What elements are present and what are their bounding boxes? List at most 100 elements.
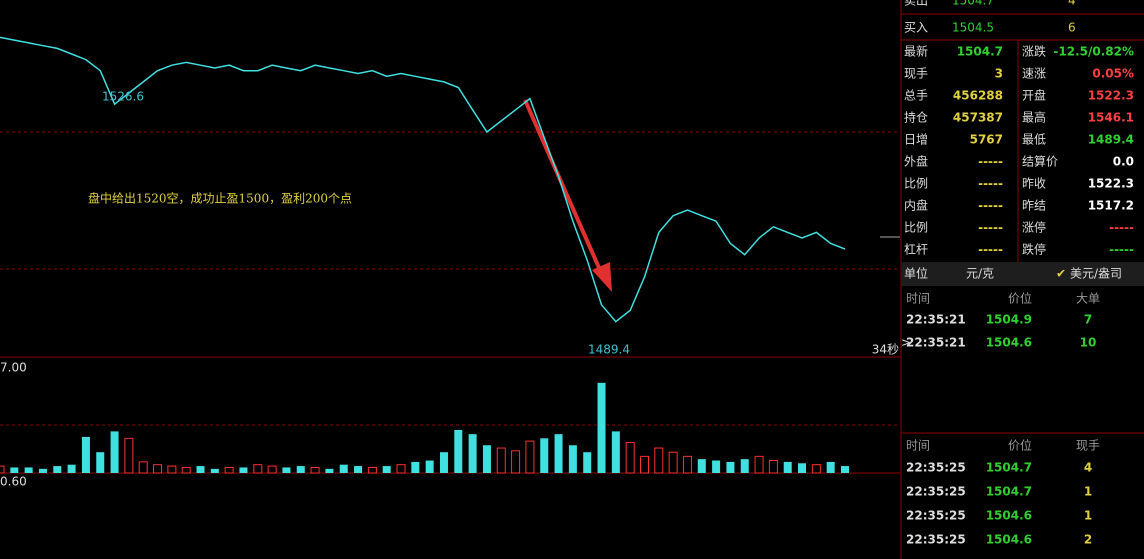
stat-value: 0.0 [1113,155,1134,169]
table-header: 现手 [1076,439,1100,453]
unit-option: 美元/盎司 [1070,267,1122,281]
quote-label: 卖出 [904,0,928,8]
table-cell: 22:35:21 [906,336,966,350]
volume-bar [798,463,807,473]
stat-value: 3 [995,67,1003,81]
volume-bar [253,464,263,474]
table-cell: 4 [1084,461,1092,475]
volume-bar [583,452,592,473]
stat-value: 456288 [953,89,1003,103]
volume-bar [239,467,248,473]
stat-label: 跌停 [1022,242,1046,257]
stat-value: -12.5/0.82% [1053,45,1134,59]
volume-bar [210,468,219,473]
volume-bar [654,447,664,474]
volume-bar [0,465,5,474]
table-cell: 22:35:25 [906,461,966,475]
table-header: 价位 [1008,291,1032,306]
volume-bar [439,452,448,473]
arrow-head [592,262,612,292]
stat-value: 5767 [970,133,1003,147]
volume-bar [568,445,577,473]
table-cell: 1504.9 [986,313,1032,327]
volume-bar [167,465,177,474]
table-header: 价位 [1008,438,1032,453]
volume-bar [841,466,849,473]
volume-bar [325,468,334,473]
volume-bar [411,461,420,473]
volume-bar [740,459,749,473]
volume-bar [138,461,148,474]
stat-label: 比例 [904,177,928,191]
stat-value: 1504.7 [957,45,1003,59]
timer: 34秒 [872,343,899,357]
stat-label: 最新 [904,44,928,59]
unit-label: 单位 [904,266,928,281]
table-cell: 1504.6 [986,533,1032,547]
table-cell: 1504.7 [986,485,1032,499]
stat-value: ----- [978,199,1003,213]
table-cell: 1504.6 [986,336,1032,350]
volume-bar [310,466,320,474]
volume-bar [726,461,735,473]
volume-bar [682,455,692,474]
volume-bar [354,466,363,473]
volume-bar [425,460,434,473]
unit-value: 元/克 [966,267,994,281]
quote-price: 1504.7 [952,0,994,8]
volume-label: 7.00 [0,361,27,375]
quote-label: 买入 [904,21,928,35]
stat-label: 涨停 [1022,220,1046,235]
high-label: 1526.6 [102,90,144,104]
quote-qty: 4 [1068,0,1076,8]
stat-label: 速涨 [1022,66,1046,81]
volume-bar [639,455,649,474]
stat-value: 1489.4 [1088,133,1134,147]
stat-label: 现手 [904,67,928,81]
volume-bar [625,441,635,474]
table-cell: 22:35:21 [906,313,966,327]
table-cell: 1504.6 [986,509,1032,523]
volume-bar [754,455,764,474]
volume-bar [454,429,463,473]
table-cell: 2 [1084,533,1092,547]
volume-bar [826,461,835,473]
stat-label: 最高 [1022,110,1046,125]
volume-bar [611,431,620,473]
volume-bar [597,382,606,473]
stat-value: ----- [1109,243,1134,257]
volume-bar [267,465,277,474]
volume-bar [554,434,563,473]
volume-bar [367,466,377,474]
stat-label: 涨跌 [1022,44,1046,59]
stat-value: 1546.1 [1088,111,1134,125]
stat-label: 外盘 [904,154,928,169]
volume-bar [697,459,706,473]
table-cell: 22:35:25 [906,533,966,547]
low-label: 1489.4 [588,343,630,357]
stat-value: ----- [978,155,1003,169]
table-cell: 1504.7 [986,461,1032,475]
stat-label: 最低 [1022,133,1046,147]
unit-bar [901,262,1144,286]
stat-label: 日增 [904,133,928,147]
volume-bar [282,467,291,473]
table-header: 大单 [1076,292,1100,306]
volume-bar [224,466,234,474]
stat-value: 457387 [953,111,1003,125]
stat-label: 结算价 [1022,154,1058,169]
stat-label: 杠杆 [904,242,928,257]
stat-value: ----- [1109,221,1134,235]
volume-bar [10,467,19,473]
volume-bar [196,466,205,473]
stat-value: 1517.2 [1088,199,1134,213]
volume-bar [124,437,134,474]
volume-bar [811,464,821,474]
table-header: 时间 [906,292,930,306]
volume-bar [496,447,506,474]
volume-bar [511,450,521,474]
stat-value: ----- [978,177,1003,191]
volume-bar [540,438,549,473]
unit-check: ✔ [1056,267,1066,281]
